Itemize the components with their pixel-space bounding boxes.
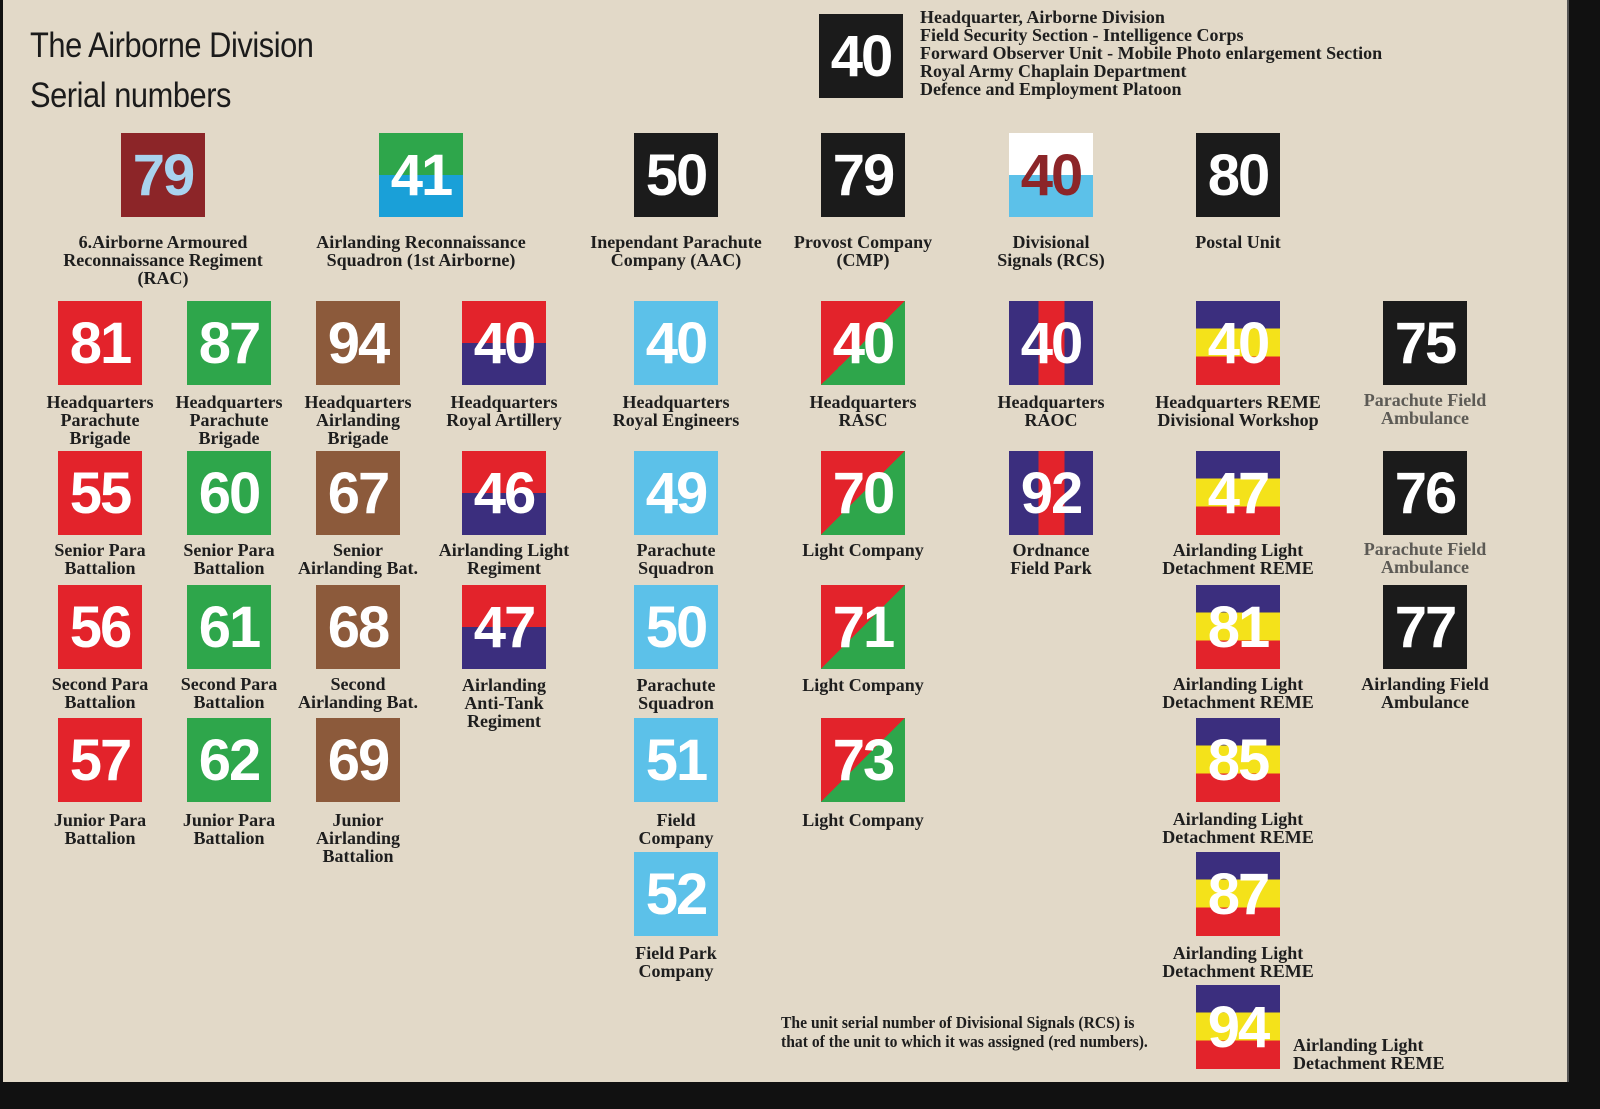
unit-serial-patch: 67 [316, 451, 400, 535]
unit-serial-patch: 79 [821, 133, 905, 217]
unit-serial-patch: 47 [462, 585, 546, 669]
unit-label: Senior Para Battalion [54, 540, 146, 578]
unit-label: Second Para Battalion [180, 674, 278, 712]
unit-label: Airlanding Light Detachment REME [1162, 809, 1314, 847]
unit-serial-patch: 79 [121, 133, 205, 217]
unit-label: Field Company [638, 810, 714, 848]
unit-label: Headquarters Royal Engineers [612, 392, 740, 430]
unit-label: Headquarters REME Divisional Workshop [1155, 392, 1321, 430]
unit-label: Airlanding Light Regiment [438, 540, 570, 578]
hq-unit-list: Headquarter, Airborne Division Field Sec… [920, 8, 1382, 98]
unit-serial-patch: 60 [187, 451, 271, 535]
unit-label: Ordnance Field Park [1010, 540, 1092, 578]
unit-serial-patch: 69 [316, 718, 400, 802]
unit-serial-patch: 57 [58, 718, 142, 802]
unit-label: 6.Airborne Armoured Reconnaissance Regim… [63, 232, 263, 288]
unit-label: Field Park Company [635, 943, 717, 981]
unit-label: Light Company [802, 675, 924, 695]
unit-label: Second Airlanding Bat. [297, 674, 419, 712]
unit-serial-patch: 47 [1196, 451, 1280, 535]
unit-label: Inependant Parachute Company (AAC) [590, 232, 762, 270]
unit-label: Junior Para Battalion [182, 810, 276, 848]
unit-label: Headquarters Parachute Brigade [175, 392, 283, 448]
unit-serial-patch: 40 [462, 301, 546, 385]
unit-label: Provost Company (CMP) [793, 232, 933, 270]
unit-serial-patch: 51 [634, 718, 718, 802]
hq-unit-line: Defence and Employment Platoon [920, 79, 1182, 99]
unit-serial-patch: 68 [316, 585, 400, 669]
unit-label: Airlanding Light Detachment REME [1162, 943, 1314, 981]
hq-unit-line: Royal Army Chaplain Department [920, 61, 1187, 81]
unit-serial-patch: 40 [634, 301, 718, 385]
unit-serial-patch: 41 [379, 133, 463, 217]
unit-serial-patch: 81 [1196, 585, 1280, 669]
unit-serial-patch: 80 [1196, 133, 1280, 217]
unit-serial-patch: 40 [1009, 133, 1093, 217]
unit-label: Light Company [802, 810, 924, 830]
unit-serial-patch: 94 [316, 301, 400, 385]
unit-label: Parachute Squadron [636, 675, 716, 713]
unit-serial-patch: 50 [634, 585, 718, 669]
unit-label: Airlanding Light Detachment REME [1162, 674, 1314, 712]
unit-serial-patch: 62 [187, 718, 271, 802]
unit-serial-patch: 73 [821, 718, 905, 802]
hq-unit-line: Headquarter, Airborne Division [920, 7, 1165, 27]
unit-label: Airlanding Field Ambulance [1361, 674, 1489, 712]
title-line-1: The Airborne Division [30, 26, 314, 65]
unit-serial-patch: 56 [58, 585, 142, 669]
unit-serial-patch: 92 [1009, 451, 1093, 535]
hq-unit-line: Forward Observer Unit - Mobile Photo enl… [920, 43, 1383, 63]
unit-label: Divisional Signals (RCS) [997, 232, 1105, 270]
hq-serial-patch: 40 [819, 14, 903, 98]
unit-label: Headquarters RASC [809, 392, 917, 430]
unit-label: Junior Airlanding Battalion [315, 810, 401, 866]
unit-serial-patch: 61 [187, 585, 271, 669]
unit-label: Headquarters Airlanding Brigade [304, 392, 412, 448]
unit-label: Parachute Squadron [636, 540, 716, 578]
unit-label: Airlanding Light Detachment REME [1293, 1035, 1445, 1073]
unit-label: Postal Unit [1195, 232, 1281, 252]
unit-serial-patch: 52 [634, 852, 718, 936]
unit-serial-patch: 70 [821, 451, 905, 535]
unit-label: Second Para Battalion [51, 674, 149, 712]
unit-serial-patch: 76 [1383, 451, 1467, 535]
unit-serial-patch: 94 [1196, 985, 1280, 1069]
unit-label: Airlanding Anti-Tank Regiment [461, 675, 547, 731]
unit-label: Parachute Field Ambulance [1363, 539, 1487, 577]
unit-serial-patch: 46 [462, 451, 546, 535]
unit-serial-patch: 40 [821, 301, 905, 385]
unit-label: Junior Para Battalion [53, 810, 147, 848]
unit-serial-patch: 50 [634, 133, 718, 217]
unit-serial-patch: 81 [58, 301, 142, 385]
unit-label: Airlanding Reconnaissance Squadron (1st … [316, 232, 526, 270]
unit-label: Senior Airlanding Bat. [297, 540, 419, 578]
footnote: The unit serial number of Divisional Sig… [781, 1013, 1148, 1051]
title-line-2: Serial numbers [30, 76, 231, 115]
unit-label: Parachute Field Ambulance [1363, 390, 1487, 428]
unit-serial-patch: 71 [821, 585, 905, 669]
unit-serial-patch: 87 [187, 301, 271, 385]
serial-numbers-sheet: The Airborne Division Serial numbers 40 … [3, 0, 1569, 1082]
unit-label: Light Company [802, 540, 924, 560]
unit-serial-patch: 40 [1196, 301, 1280, 385]
hq-unit-line: Field Security Section - Intelligence Co… [920, 25, 1244, 45]
unit-serial-patch: 55 [58, 451, 142, 535]
unit-serial-patch: 77 [1383, 585, 1467, 669]
unit-label: Headquarters Royal Artillery [446, 392, 562, 430]
unit-label: Headquarters Parachute Brigade [46, 392, 154, 448]
unit-serial-patch: 40 [1009, 301, 1093, 385]
unit-label: Airlanding Light Detachment REME [1162, 540, 1314, 578]
unit-serial-patch: 49 [634, 451, 718, 535]
unit-serial-patch: 85 [1196, 718, 1280, 802]
unit-serial-patch: 87 [1196, 852, 1280, 936]
unit-serial-patch: 75 [1383, 301, 1467, 385]
unit-label: Senior Para Battalion [183, 540, 275, 578]
unit-label: Headquarters RAOC [997, 392, 1105, 430]
